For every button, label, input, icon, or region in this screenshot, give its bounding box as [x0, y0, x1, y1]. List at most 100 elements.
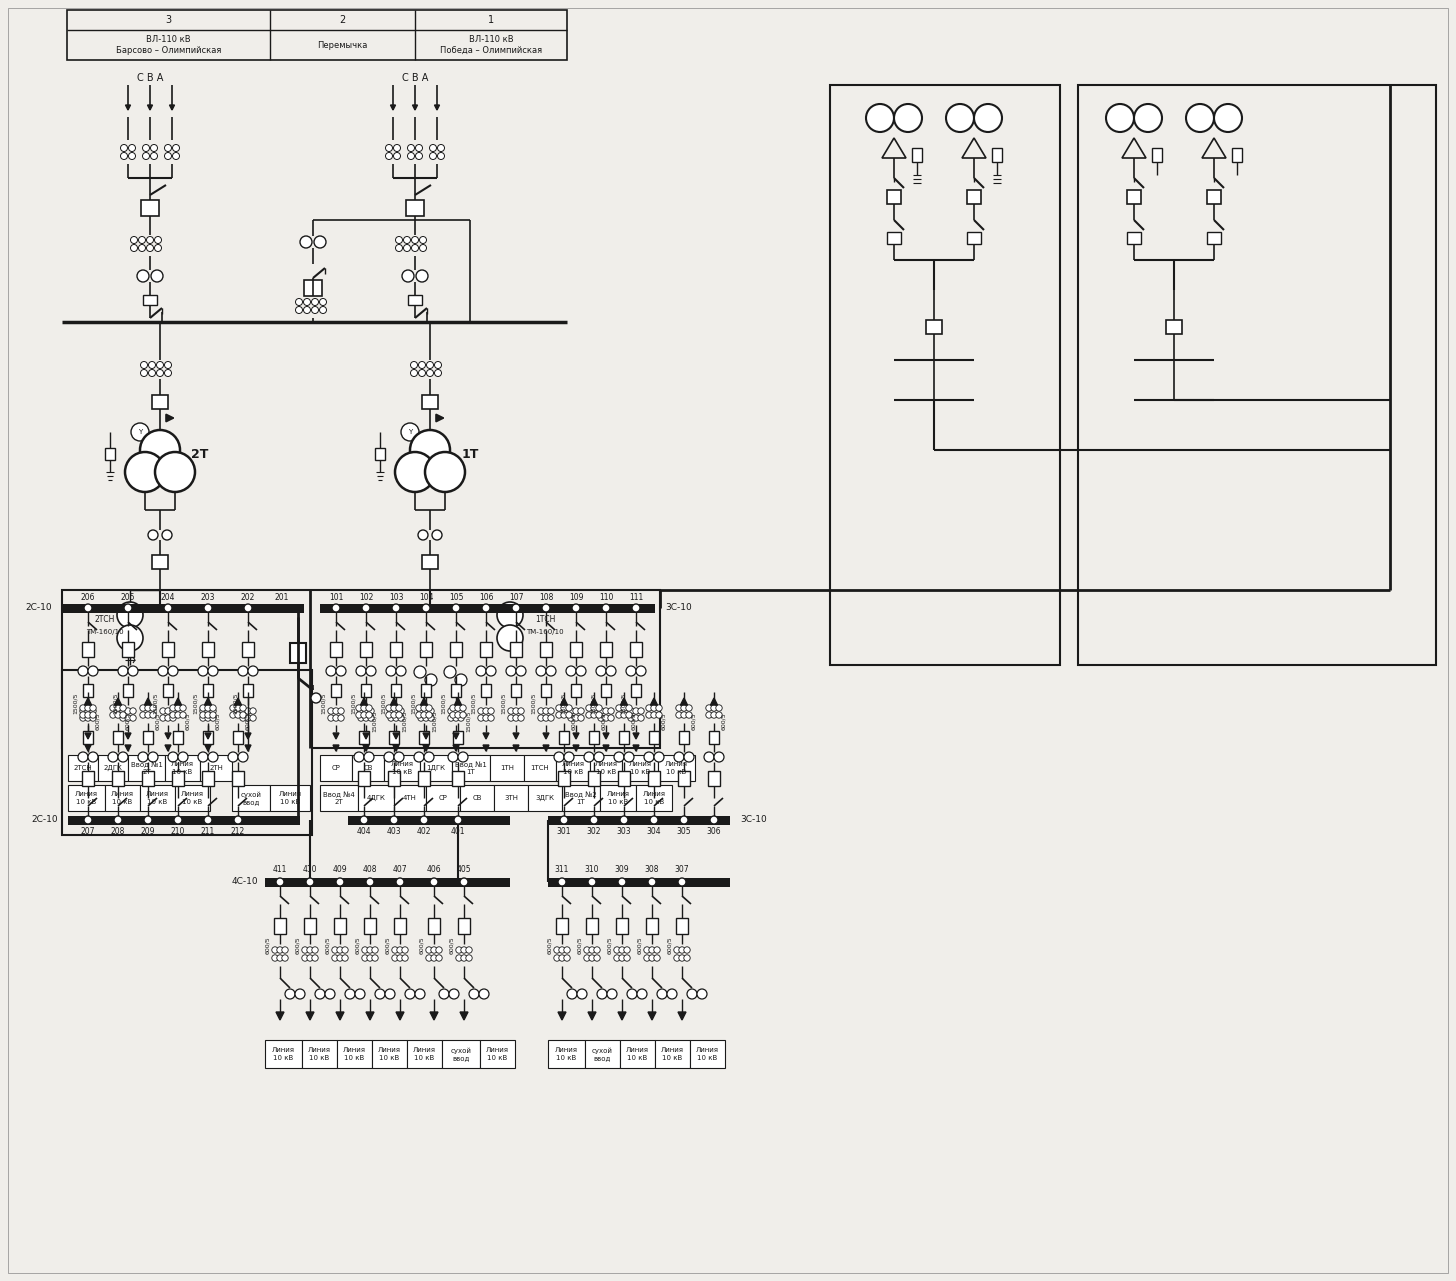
Circle shape: [686, 712, 692, 719]
Bar: [233, 731, 243, 744]
Circle shape: [210, 708, 215, 715]
Circle shape: [390, 705, 397, 711]
Circle shape: [649, 947, 655, 953]
Circle shape: [617, 877, 626, 886]
Polygon shape: [393, 746, 399, 751]
Circle shape: [546, 666, 556, 676]
Text: Линия
10 кВ: Линия 10 кВ: [309, 1048, 331, 1061]
Circle shape: [124, 605, 132, 612]
Circle shape: [140, 430, 181, 470]
Circle shape: [301, 954, 309, 961]
Bar: [559, 731, 569, 744]
Circle shape: [138, 752, 149, 762]
Text: 310: 310: [585, 866, 600, 875]
Text: Перемычка: Перемычка: [317, 41, 368, 50]
Polygon shape: [453, 746, 459, 751]
Circle shape: [479, 989, 489, 999]
Text: Ввод №2
1Т: Ввод №2 1Т: [565, 792, 597, 804]
Bar: [320, 603, 655, 612]
Circle shape: [454, 705, 462, 711]
Circle shape: [199, 708, 207, 715]
Circle shape: [453, 708, 459, 715]
Circle shape: [598, 708, 604, 715]
Circle shape: [676, 705, 683, 711]
Bar: [588, 771, 600, 787]
Circle shape: [285, 989, 296, 999]
Circle shape: [588, 947, 596, 953]
Circle shape: [393, 708, 399, 715]
Circle shape: [482, 605, 491, 612]
Bar: [616, 918, 628, 934]
Circle shape: [367, 947, 373, 953]
Text: 600/5: 600/5: [572, 712, 577, 730]
Bar: [143, 295, 157, 305]
Circle shape: [390, 712, 397, 719]
Circle shape: [240, 712, 246, 719]
Bar: [361, 684, 371, 697]
Circle shape: [90, 715, 96, 721]
Circle shape: [355, 705, 363, 711]
Text: 600/5: 600/5: [692, 712, 696, 730]
Bar: [358, 771, 370, 787]
Circle shape: [431, 954, 437, 961]
Circle shape: [400, 423, 419, 441]
Circle shape: [403, 245, 411, 251]
Text: 600/5: 600/5: [661, 712, 667, 730]
Circle shape: [425, 705, 432, 711]
Circle shape: [422, 715, 430, 721]
Text: 600/5: 600/5: [265, 936, 271, 954]
Circle shape: [594, 752, 604, 762]
Polygon shape: [396, 1012, 403, 1020]
Bar: [529, 785, 562, 811]
Circle shape: [150, 712, 156, 719]
Text: 1ТСН: 1ТСН: [530, 765, 549, 771]
Bar: [320, 785, 358, 811]
Polygon shape: [558, 1012, 566, 1020]
Circle shape: [638, 715, 644, 721]
Circle shape: [681, 712, 687, 719]
Circle shape: [537, 715, 545, 721]
Circle shape: [457, 708, 464, 715]
Bar: [243, 684, 253, 697]
Bar: [590, 755, 622, 781]
Circle shape: [678, 954, 686, 961]
Circle shape: [425, 954, 432, 961]
Text: 600/5: 600/5: [296, 936, 300, 954]
Circle shape: [513, 605, 520, 612]
Circle shape: [361, 954, 368, 961]
Bar: [1166, 320, 1182, 334]
Circle shape: [170, 708, 176, 715]
Circle shape: [170, 705, 176, 711]
Polygon shape: [306, 1012, 314, 1020]
Circle shape: [566, 712, 572, 719]
Circle shape: [513, 708, 520, 715]
Circle shape: [542, 605, 550, 612]
Circle shape: [448, 752, 459, 762]
Text: 1: 1: [488, 15, 494, 26]
Text: Линия
10 кВ: Линия 10 кВ: [344, 1048, 365, 1061]
Polygon shape: [336, 1012, 344, 1020]
Text: 212: 212: [232, 828, 245, 836]
Text: 600/5: 600/5: [386, 936, 390, 954]
Circle shape: [450, 705, 456, 711]
Circle shape: [167, 752, 178, 762]
Circle shape: [561, 712, 568, 719]
Circle shape: [338, 715, 344, 721]
Circle shape: [607, 989, 617, 999]
Circle shape: [619, 947, 625, 953]
Circle shape: [80, 705, 86, 711]
Circle shape: [229, 752, 237, 762]
Text: Линия
10 кВ: Линия 10 кВ: [181, 792, 204, 804]
Circle shape: [585, 705, 593, 711]
Circle shape: [488, 708, 494, 715]
Circle shape: [518, 715, 524, 721]
Circle shape: [333, 708, 339, 715]
Circle shape: [138, 245, 146, 251]
Circle shape: [178, 752, 188, 762]
Text: 305: 305: [677, 828, 692, 836]
Circle shape: [149, 530, 159, 541]
Text: 600/5: 600/5: [156, 712, 160, 730]
Bar: [128, 755, 165, 781]
Circle shape: [205, 715, 211, 721]
Text: Линия
10 кВ: Линия 10 кВ: [696, 1048, 719, 1061]
